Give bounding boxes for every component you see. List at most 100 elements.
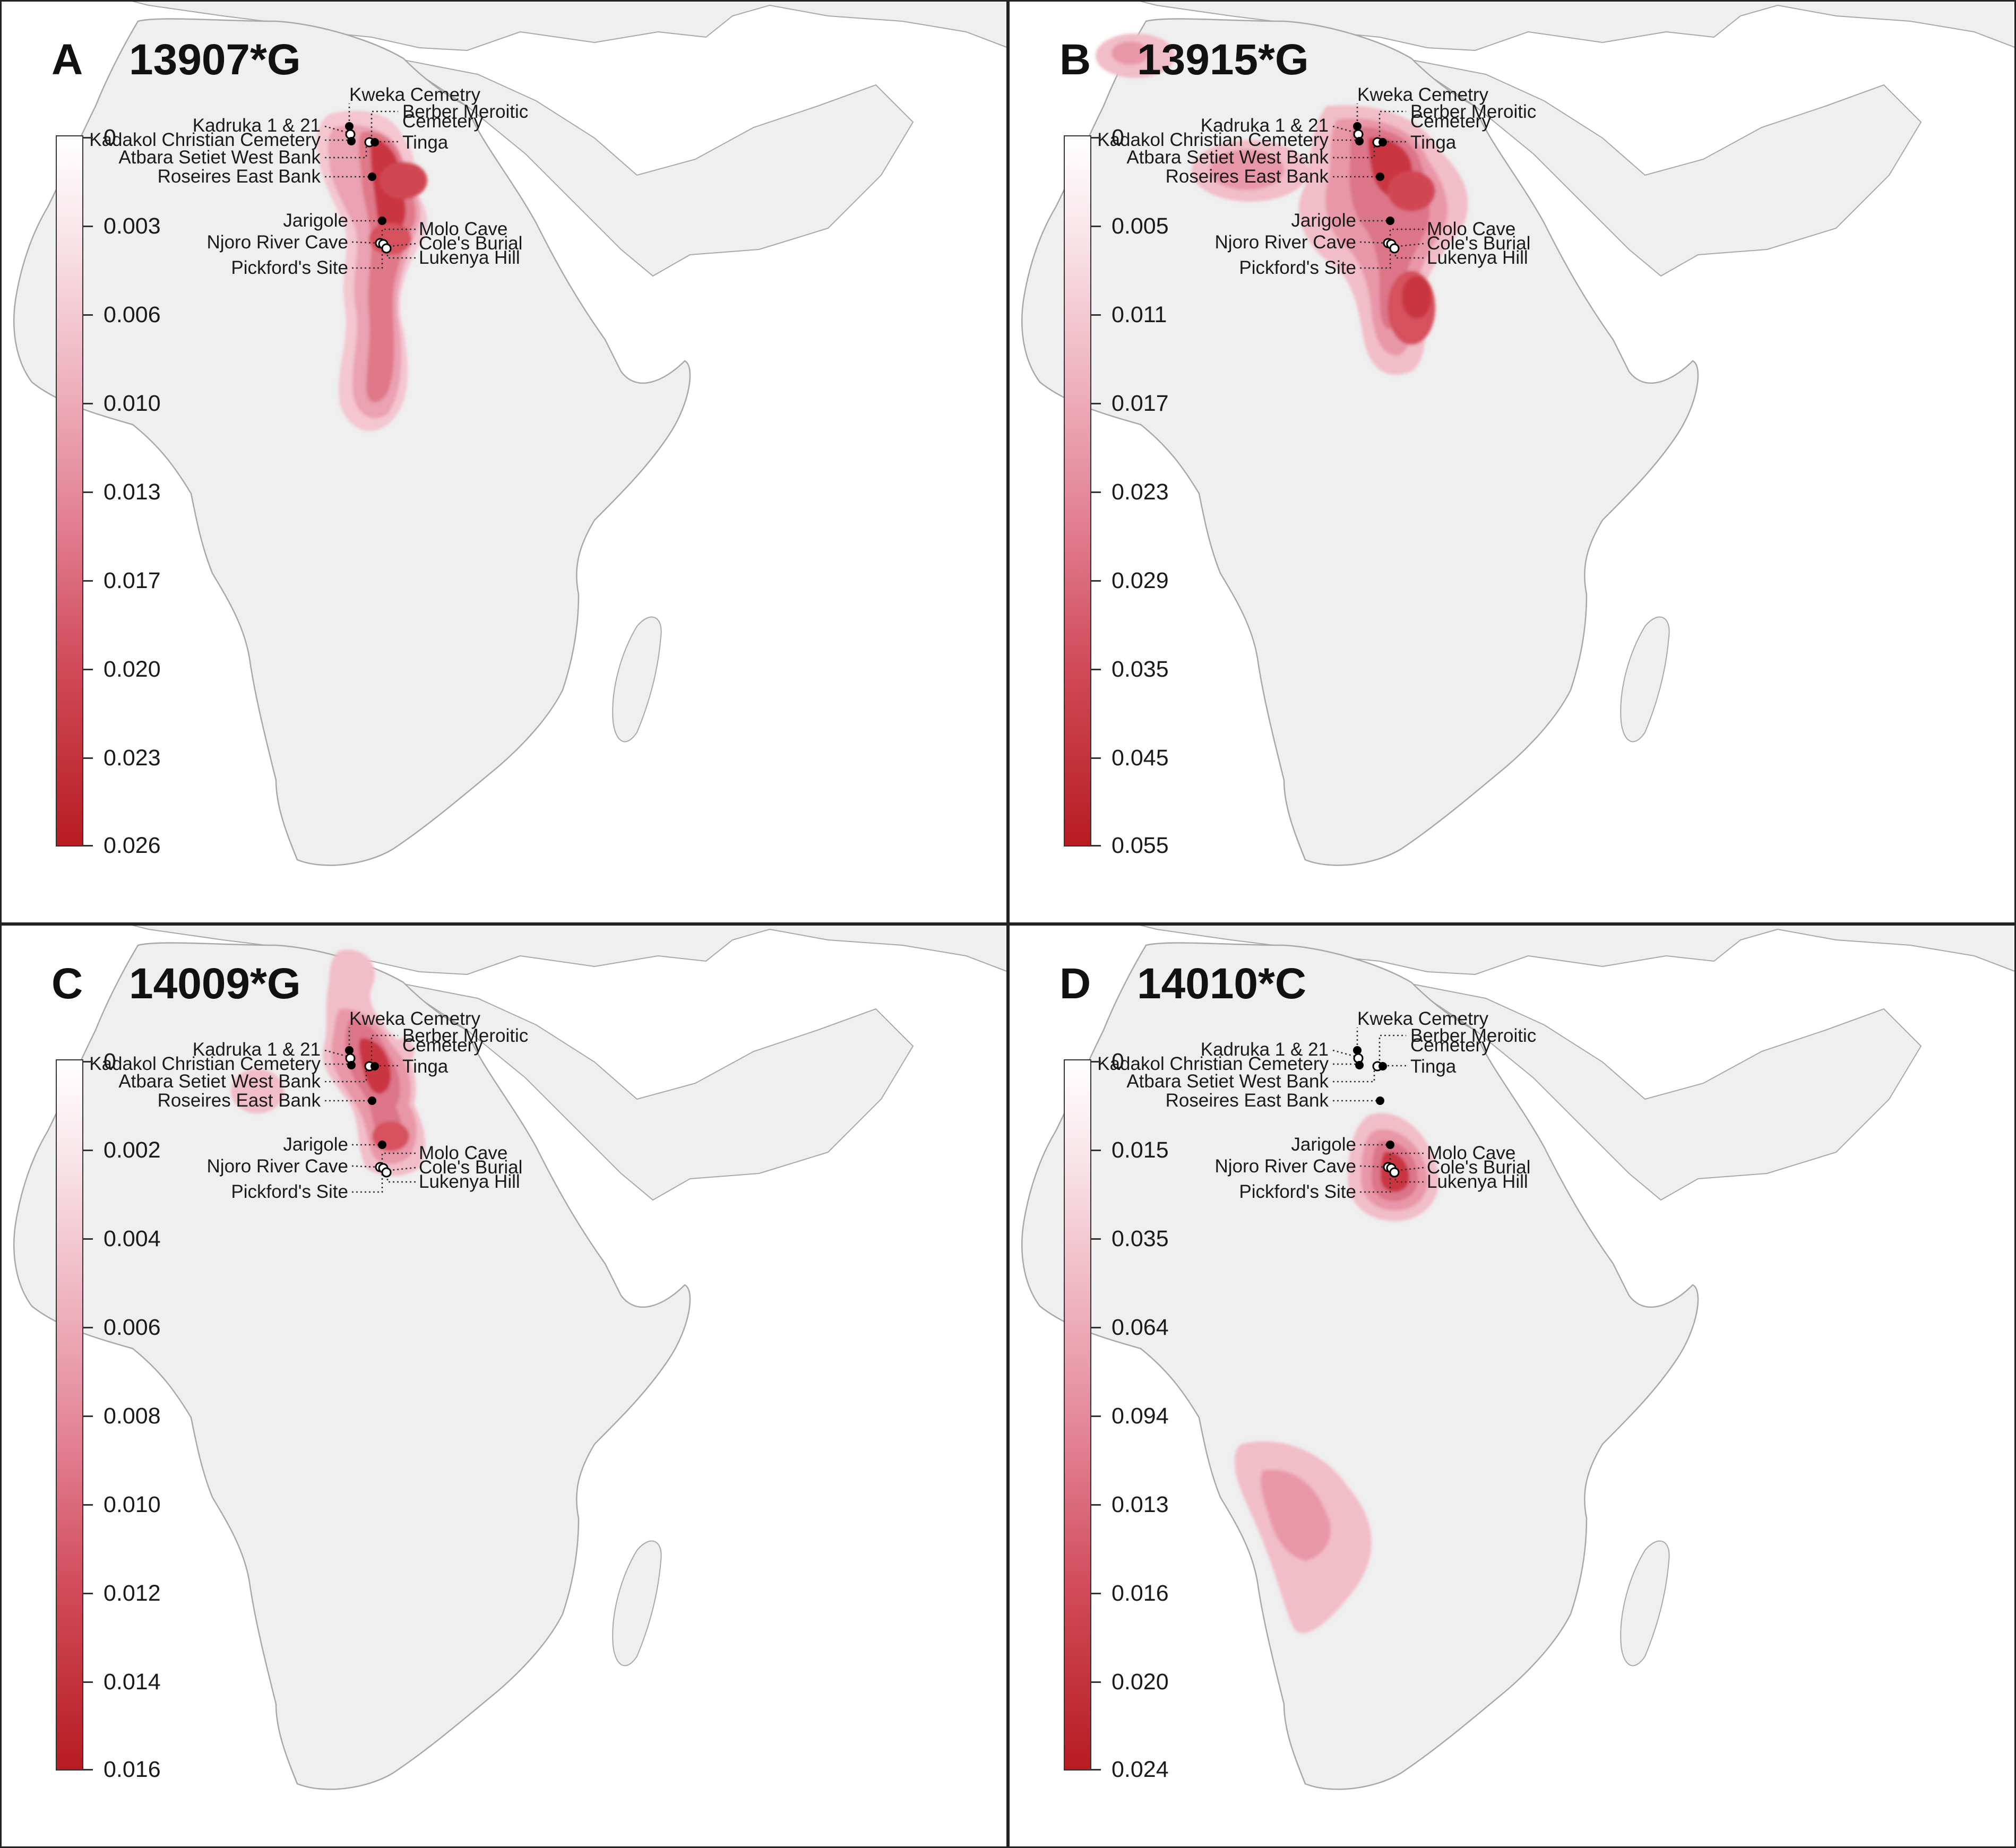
colorbar-tick	[82, 669, 93, 670]
africa-land	[1021, 942, 1699, 1790]
site-marker	[1355, 1061, 1364, 1069]
label-atbara: Atbara Setiet West Bank	[118, 147, 321, 168]
madagascar-land	[612, 1540, 662, 1666]
label-pickford: Pickford's Site	[231, 257, 348, 278]
colorbar-tick-label: 0.023	[104, 745, 161, 771]
label-coles: Cole's Burial	[1427, 1157, 1530, 1178]
label-kweka: Kweka Cemetry	[1357, 84, 1489, 105]
europe-land	[127, 924, 1008, 975]
colorbar-tick	[1090, 1504, 1101, 1506]
colorbar-tick-label: 0.035	[1112, 1226, 1169, 1251]
colorbar	[1064, 1059, 1091, 1771]
colorbar-tick	[1090, 491, 1101, 493]
colorbar-tick-label: 0.010	[104, 1492, 161, 1517]
colorbar-tick	[82, 491, 93, 493]
colorbar-tick	[82, 1238, 93, 1240]
colorbar-tick-label: 0.020	[104, 657, 161, 682]
label-kweka: Kweka Cemetry	[1357, 1008, 1489, 1029]
label-kadakol: Kadakol Christian Cemetery	[89, 129, 321, 150]
site-marker	[1376, 172, 1384, 181]
label-roseires: Roseires East Bank	[1166, 166, 1329, 187]
colorbar-tick-label: 0.035	[1112, 657, 1169, 682]
site-marker	[1376, 1096, 1384, 1105]
colorbar-tick	[1090, 1415, 1101, 1417]
label-njoro: Njoro River Cave	[207, 232, 348, 253]
colorbar-tick	[82, 757, 93, 759]
label-kadruka: Kadruka 1 & 21	[193, 115, 321, 136]
madagascar-land	[612, 616, 662, 742]
label-jarigole: Jarigole	[283, 1134, 348, 1155]
label-tinga: Tinga	[402, 1056, 449, 1077]
site-marker	[378, 1141, 386, 1149]
colorbar-tick-label: 0	[1112, 1049, 1124, 1074]
label-pickford: Pickford's Site	[1239, 1181, 1356, 1202]
panel-c: Kweka Cemetry Berber Meroitic Cemetery K…	[0, 924, 1008, 1848]
label-roseires: Roseires East Bank	[158, 166, 321, 187]
panel-a: Kweka Cemetry Berber Meroitic Cemetery K…	[0, 0, 1008, 924]
label-njoro: Njoro River Cave	[1215, 232, 1356, 253]
europe-land	[1135, 0, 2016, 51]
colorbar-tick	[1090, 226, 1101, 227]
arabia-land	[1403, 58, 1922, 277]
label-jarigole: Jarigole	[1291, 210, 1356, 231]
label-coles: Cole's Burial	[419, 233, 522, 254]
colorbar-tick-label: 0.006	[104, 1315, 161, 1340]
colorbar-tick-label: 0.014	[104, 1669, 161, 1695]
colorbar-tick	[1090, 845, 1101, 847]
label-berber: Berber Meroitic	[1410, 101, 1536, 122]
label-pickford: Pickford's Site	[1239, 257, 1356, 278]
colorbar-tick	[82, 1327, 93, 1328]
label-coles: Cole's Burial	[1427, 233, 1530, 254]
colorbar-tick-label: 0.003	[104, 213, 161, 239]
site-labels-d: Kweka Cemetry Berber Meroitic Cemetery K…	[1097, 1008, 1536, 1202]
label-kadruka: Kadruka 1 & 21	[1201, 115, 1329, 136]
arabia-land	[1403, 982, 1922, 1201]
site-marker	[371, 1062, 379, 1070]
colorbar	[1064, 135, 1091, 847]
madagascar-land	[1620, 1540, 1670, 1666]
site-marker	[381, 1167, 392, 1178]
label-atbara: Atbara Setiet West Bank	[1126, 147, 1329, 168]
panel-b: Kweka Cemetry Berber Meroitic Cemetery K…	[1008, 0, 2016, 924]
site-marker	[368, 1096, 376, 1105]
label-pickford: Pickford's Site	[231, 1181, 348, 1202]
colorbar-tick	[82, 1150, 93, 1151]
africa-land	[13, 942, 691, 1790]
label-berber: Berber Meroitic	[402, 1025, 528, 1046]
colorbar-tick-label: 0.045	[1112, 745, 1169, 771]
site-marker	[347, 137, 356, 145]
panel-d: Kweka Cemetry Berber Meroitic Cemetery K…	[1008, 924, 2016, 1848]
site-marker	[1353, 122, 1362, 131]
colorbar-tick-label: 0	[104, 1049, 116, 1074]
label-atbara: Atbara Setiet West Bank	[118, 1071, 321, 1092]
site-labels-a: Kweka Cemetry Berber Meroitic Cemetery K…	[89, 84, 528, 278]
site-marker	[345, 1046, 354, 1055]
label-tinga: Tinga	[1410, 1056, 1457, 1077]
label-berber: Berber Meroitic	[402, 101, 528, 122]
density-a	[316, 110, 427, 431]
panel-label: D	[1059, 960, 1091, 1008]
label-molo: Molo Cave	[419, 1143, 507, 1163]
colorbar-tick-label: 0.016	[104, 1757, 161, 1782]
site-marker	[1353, 1046, 1362, 1055]
colorbar-tick-label: 0.013	[1112, 1492, 1169, 1517]
colorbar-tick	[1090, 403, 1101, 404]
label-lukenya: Lukenya Hill	[419, 247, 520, 268]
colorbar-tick-label: 0.005	[1112, 213, 1169, 239]
label-lukenya: Lukenya Hill	[1427, 247, 1528, 268]
label-njoro: Njoro River Cave	[207, 1156, 348, 1177]
panel-title: 13915*G	[1137, 36, 1309, 84]
colorbar-tick-label: 0.023	[1112, 479, 1169, 505]
colorbar-tick	[1090, 1061, 1101, 1063]
site-marker	[1379, 138, 1387, 146]
label-berber-2: Cemetery	[402, 111, 483, 132]
site-marker	[1389, 1167, 1400, 1178]
colorbar-tick-label: 0.015	[1112, 1137, 1169, 1163]
colorbar-tick	[1090, 1769, 1101, 1771]
density-b	[1096, 33, 1468, 375]
colorbar-tick	[1090, 580, 1101, 582]
colorbar-tick	[82, 1769, 93, 1771]
panel-title: 14009*G	[129, 960, 301, 1008]
colorbar-tick	[82, 580, 93, 582]
map-a: Kweka Cemetry Berber Meroitic Cemetery K…	[13, 0, 1008, 866]
